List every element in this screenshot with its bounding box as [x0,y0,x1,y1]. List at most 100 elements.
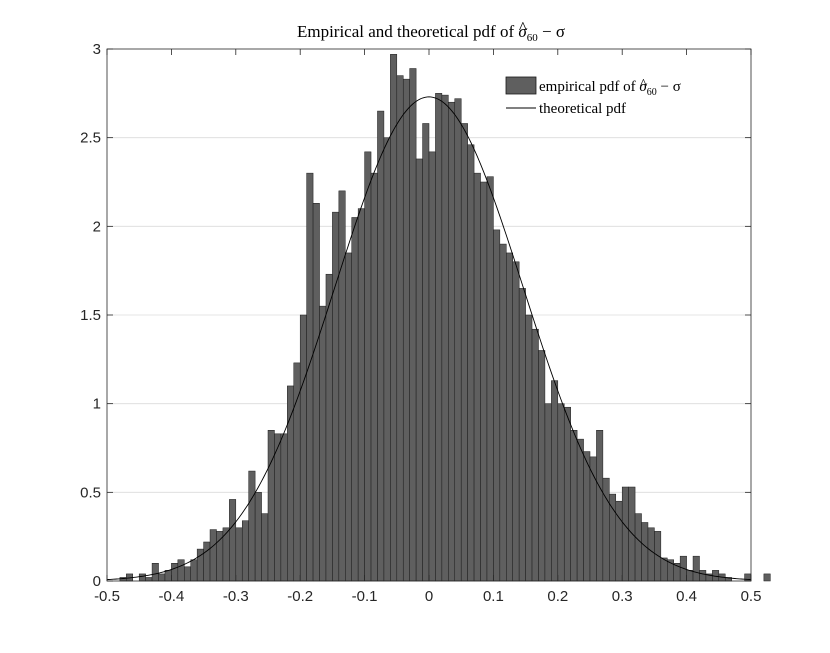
histogram-bar-67 [551,380,559,582]
histogram-bar-53 [460,123,468,582]
histogram-bar-80 [634,513,642,582]
histogram-bar-38 [364,151,372,582]
histogram-bar-24 [274,433,282,582]
histogram-bar-90 [699,570,707,582]
histogram-bar-25 [280,433,288,582]
histogram-bar-45 [409,68,417,582]
histogram-bar-49 [435,93,443,582]
histogram-bar-69 [563,406,571,582]
legend-swatch-empirical [505,76,537,95]
histogram-bar-62 [518,288,526,582]
legend-empirical-lead: empirical pdf of [539,79,639,95]
legend-label-empirical: empirical pdf of σ60 − σ [539,79,681,98]
theoretical-pdf-curve [106,96,752,581]
histogram-bar-83 [654,531,662,582]
histogram-bar-58 [493,229,501,582]
histogram-bar-4 [145,577,153,582]
legend: empirical pdf of σ60 − σ ^ theoretical p… [505,76,681,117]
histogram-bar-13 [203,541,211,582]
histogram-bar-40 [377,110,385,582]
histogram-bar-33 [332,211,340,582]
histogram-bar-46 [415,158,423,582]
histogram-bar-77 [615,500,623,582]
y-tick-label-0: 0 [93,573,101,590]
histogram-bar-11 [190,559,198,582]
histogram-bar-35 [345,252,352,582]
y-tick-label-5: 2.5 [80,130,101,147]
histogram-bar-52 [454,98,462,582]
histogram-bar-39 [370,172,378,582]
histogram-bar-64 [531,328,539,582]
x-tick-label-0: -0.5 [94,588,120,605]
histogram-bar-34 [338,190,346,582]
chart-title-hat: ^ [519,18,527,37]
histogram-bar-37 [357,208,365,582]
histogram-bar-36 [351,217,359,582]
histogram-bar-79 [628,486,636,582]
x-tick-label-6: 0.1 [483,588,504,605]
histogram-bar-17 [229,499,237,582]
histogram-bar-57 [486,176,494,582]
histogram-bar-61 [512,261,520,582]
histogram-bar-68 [557,403,565,582]
x-tick-label-2: -0.3 [223,588,249,605]
y-tick-label-6: 3 [93,41,101,58]
chart-title-tail: − σ [538,22,565,41]
histogram-bar-47 [422,123,430,582]
histogram-bar-60 [506,252,513,582]
x-tick-label-7: 0.2 [547,588,568,605]
histogram-bar-50 [441,94,449,582]
histogram-bar-84 [660,557,668,582]
histogram-bar-6 [158,573,166,582]
histogram-bar-19 [241,520,249,582]
histogram-bar-72 [583,451,591,582]
histogram-bar-89 [692,555,700,582]
histogram-bar-66 [544,403,552,582]
y-tick-label-2: 1 [93,396,101,413]
y-tick-label-3: 1.5 [80,307,101,324]
histogram-bar-75 [602,477,610,582]
histogram-bar-5 [151,563,159,582]
histogram-bar-41 [383,137,391,582]
y-tick-label-4: 2 [93,218,101,235]
histogram-bar-88 [686,570,694,582]
x-tick-label-4: -0.1 [352,588,378,605]
x-axis-ticks: -0.5 -0.4 -0.3 -0.2 -0.1 0 0.1 0.2 0.3 0.4 0.5 [94,49,761,605]
legend-empirical-sigma: σ [639,79,647,95]
y-axis-ticks: 0 0.5 1 1.5 2 2.5 3 [80,41,751,590]
histogram-bar-100 [763,573,771,582]
y-tick-label-1: 0.5 [80,484,101,501]
x-tick-label-5: 0 [425,588,433,605]
legend-empirical-subscript: 60 [647,87,657,98]
histogram-bar-65 [538,350,546,582]
histogram-bar-51 [448,101,456,582]
histogram-bar-7 [164,570,172,582]
histogram-bar-8 [171,563,179,582]
chart-title-subscript: 60 [527,32,539,44]
histogram-bar-76 [609,493,617,582]
histogram-bar-56 [480,181,488,582]
histogram-bar-9 [177,559,185,582]
histogram-bar-23 [267,430,275,582]
histogram-bar-70 [570,430,578,582]
histogram-bar-29 [306,172,314,582]
histogram-bar-31 [319,305,327,582]
histogram-bar-20 [248,470,256,582]
histogram-bar-78 [621,486,629,582]
legend-empirical-hat: ^ [640,77,647,93]
histogram-bar-3 [138,573,146,582]
histogram-bar-28 [299,314,307,582]
histogram-bar-30 [312,203,320,582]
histogram-bar-27 [293,362,301,582]
histogram-bar-44 [402,78,410,582]
histogram-bar-59 [499,243,507,582]
histogram-bar-54 [467,144,475,582]
histogram-bars [119,54,771,582]
histogram-bar-21 [254,492,262,582]
legend-label-theoretical: theoretical pdf [539,101,626,117]
x-tick-label-3: -0.2 [287,588,313,605]
histogram-bar-14 [209,529,217,582]
histogram-bar-43 [396,75,404,582]
histogram-bar-32 [325,273,333,582]
